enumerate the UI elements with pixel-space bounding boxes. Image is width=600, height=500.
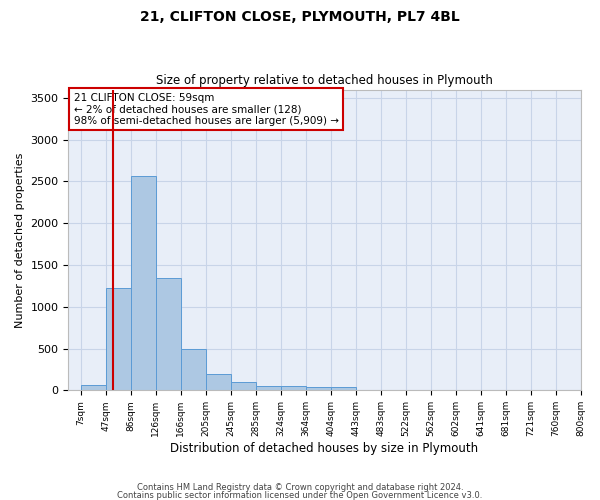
Bar	[131, 176, 156, 390]
Y-axis label: Number of detached properties: Number of detached properties	[15, 152, 25, 328]
Bar	[181, 348, 206, 391]
Text: 21 CLIFTON CLOSE: 59sqm
← 2% of detached houses are smaller (128)
98% of semi-de: 21 CLIFTON CLOSE: 59sqm ← 2% of detached…	[74, 92, 338, 126]
Bar	[156, 278, 181, 390]
Text: 21, CLIFTON CLOSE, PLYMOUTH, PL7 4BL: 21, CLIFTON CLOSE, PLYMOUTH, PL7 4BL	[140, 10, 460, 24]
Text: Contains HM Land Registry data © Crown copyright and database right 2024.: Contains HM Land Registry data © Crown c…	[137, 484, 463, 492]
Bar	[306, 388, 331, 390]
Text: Contains public sector information licensed under the Open Government Licence v3: Contains public sector information licen…	[118, 490, 482, 500]
Bar	[106, 288, 131, 391]
Bar	[231, 382, 256, 390]
Title: Size of property relative to detached houses in Plymouth: Size of property relative to detached ho…	[156, 74, 493, 87]
Bar	[256, 386, 281, 390]
Bar	[81, 386, 106, 390]
Bar	[206, 374, 231, 390]
X-axis label: Distribution of detached houses by size in Plymouth: Distribution of detached houses by size …	[170, 442, 479, 455]
Bar	[281, 386, 306, 390]
Bar	[331, 388, 356, 390]
